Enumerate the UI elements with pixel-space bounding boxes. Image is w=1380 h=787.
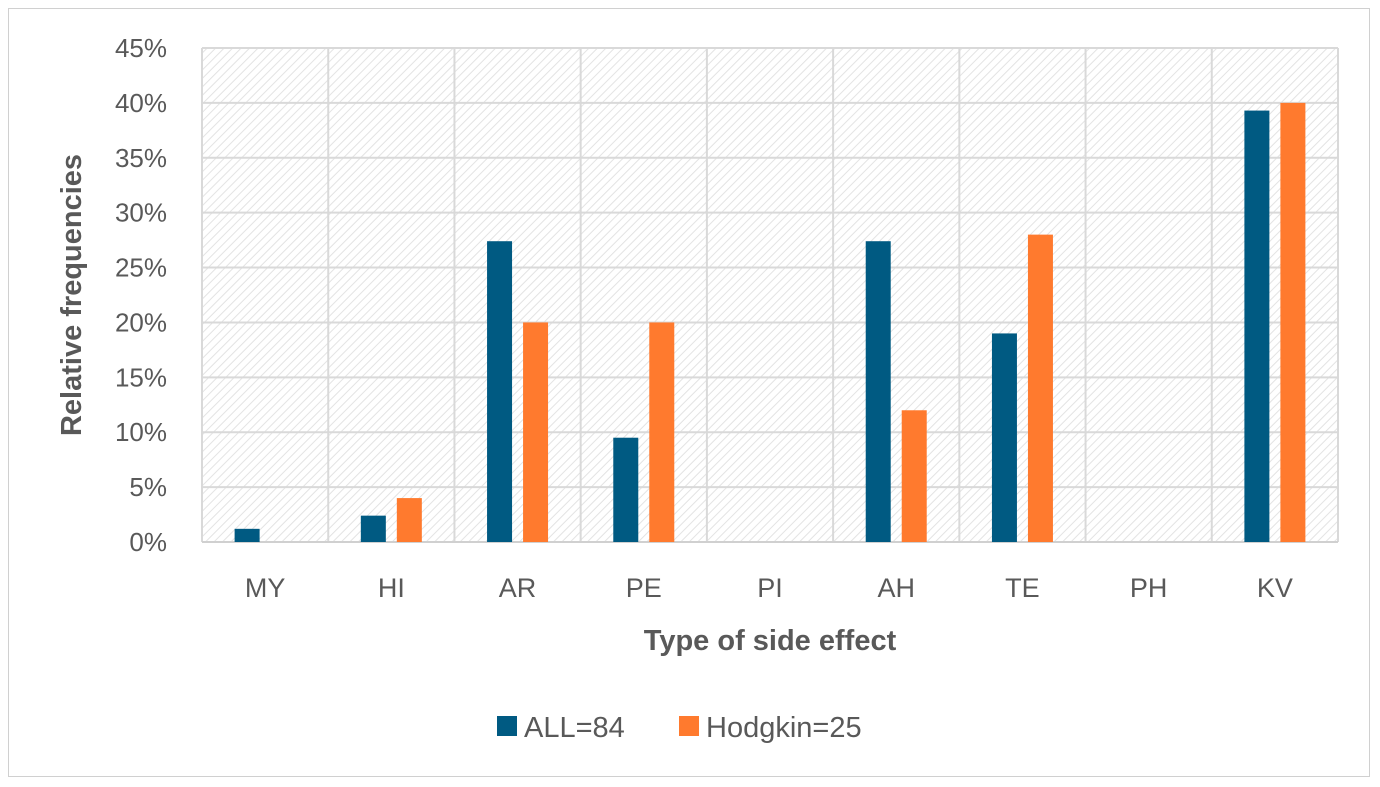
bar-hodgkin-pe: [649, 322, 675, 542]
bar-all-kv: [1244, 110, 1270, 542]
x-axis-ticks: MY HI AR PE PI AH TE PH KV: [245, 573, 1293, 603]
x-tick-label: KV: [1257, 573, 1293, 603]
y-tick-label: 45%: [115, 33, 167, 63]
y-tick-label: 0%: [129, 527, 167, 557]
bar-all-pe: [613, 437, 639, 542]
bar-all-hi: [360, 515, 386, 542]
y-tick-label: 15%: [115, 362, 167, 392]
y-tick-label: 20%: [115, 307, 167, 337]
x-tick-label: TE: [1005, 573, 1040, 603]
bar-all-ar: [487, 241, 513, 542]
y-tick-label: 10%: [115, 417, 167, 447]
bar-hodgkin-hi: [396, 498, 422, 542]
legend-label: ALL=84: [524, 712, 625, 744]
y-tick-label: 5%: [129, 472, 167, 502]
x-tick-label: HI: [378, 573, 405, 603]
bar-hodgkin-kv: [1280, 102, 1306, 542]
legend: ALL=84 Hodgkin=25: [497, 712, 862, 744]
x-tick-label: MY: [245, 573, 286, 603]
x-tick-label: AH: [877, 573, 915, 603]
y-tick-label: 40%: [115, 88, 167, 118]
x-tick-label: PI: [757, 573, 783, 603]
x-tick-label: AR: [499, 573, 537, 603]
legend-label: Hodgkin=25: [706, 712, 862, 744]
bars: [234, 102, 1306, 542]
x-axis-title: Type of side effect: [644, 625, 897, 657]
y-tick-label: 30%: [115, 198, 167, 228]
bar-all-te: [991, 333, 1017, 542]
bar-all-ah: [865, 241, 891, 542]
x-tick-label: PE: [626, 573, 662, 603]
y-axis-ticks: 0% 5% 10% 15% 20% 25% 30% 35% 40% 45%: [115, 33, 167, 557]
legend-swatch: [497, 716, 517, 736]
bar-hodgkin-ah: [901, 410, 927, 542]
bar-all-my: [234, 528, 260, 542]
y-tick-label: 25%: [115, 253, 167, 283]
plot-area: [202, 48, 1338, 542]
y-axis-title: Relative frequencies: [56, 154, 88, 436]
bar-hodgkin-te: [1027, 234, 1053, 542]
x-tick-label: PH: [1130, 573, 1168, 603]
legend-swatch: [679, 716, 699, 736]
gridlines: [201, 47, 1339, 543]
y-tick-label: 35%: [115, 143, 167, 173]
bar-hodgkin-ar: [523, 322, 549, 542]
